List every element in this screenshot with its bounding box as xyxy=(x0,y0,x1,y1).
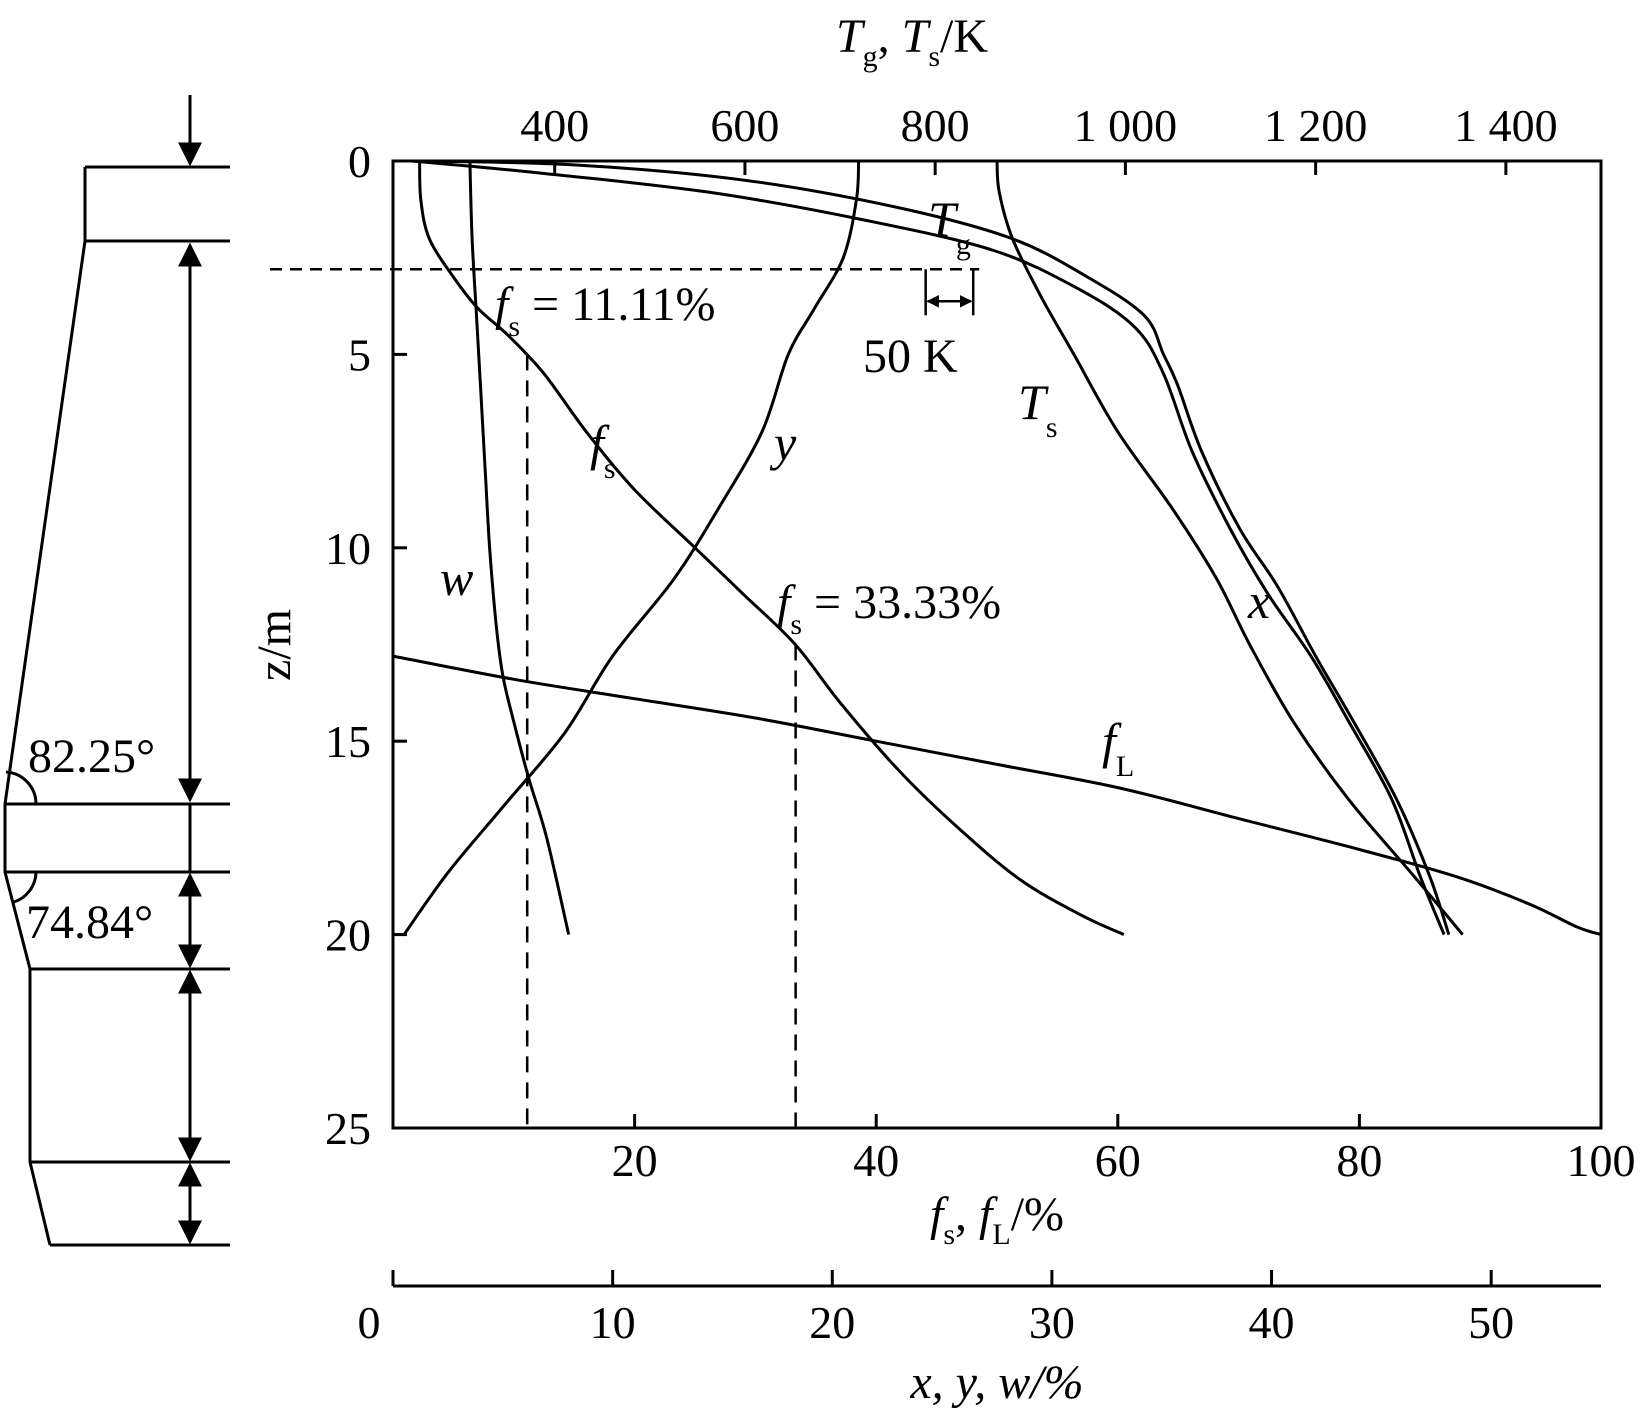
curves xyxy=(392,159,1602,937)
curve-label-w: w xyxy=(440,550,473,606)
fs-tick-label: 80 xyxy=(1336,1135,1382,1186)
curve-f-s xyxy=(418,160,1125,936)
angle-arc-lower xyxy=(13,871,38,904)
curve-label-tg: Tg xyxy=(928,191,971,261)
xyw-tick-label: 10 xyxy=(590,1297,636,1348)
z-axis: 0 5 10 15 20 25 xyxy=(325,136,407,1154)
temperature-tick-label: 800 xyxy=(901,100,970,151)
xyw-tick-label: 50 xyxy=(1468,1297,1514,1348)
xyw-tick-label: 0 xyxy=(358,1297,381,1348)
temperature-tick-label: 1 400 xyxy=(1454,100,1558,151)
xyw-tick-label: 20 xyxy=(809,1297,855,1348)
angle-label-upper: 82.25° xyxy=(28,730,155,783)
z-tick-label: 25 xyxy=(325,1103,371,1154)
xyw-axis: 0 10 20 30 40 50 xyxy=(358,1270,1601,1348)
curve-f-l xyxy=(392,654,1602,937)
curve-x xyxy=(995,160,1464,936)
z-tick-label: 10 xyxy=(325,523,371,574)
z-axis-title: z/m xyxy=(248,609,301,681)
curve-t-g xyxy=(411,159,1451,936)
fs-tick-label: 60 xyxy=(1095,1135,1141,1186)
curve-t-s xyxy=(411,159,1446,936)
z-tick-label: 5 xyxy=(348,329,371,380)
curve-label-ts: Ts xyxy=(1018,374,1058,444)
furnace-outline xyxy=(3,167,87,1246)
angle-label-lower: 74.84° xyxy=(26,896,153,949)
fs-tick-label: 20 xyxy=(612,1135,658,1186)
curve-label-y: y xyxy=(769,415,797,471)
annotation-fs-33: fs = 33.33% xyxy=(777,576,1001,641)
curve-label-fl: fL xyxy=(1102,713,1134,783)
z-tick-label: 0 xyxy=(348,136,371,187)
temperature-tick-label: 600 xyxy=(710,100,779,151)
z-tick-label: 15 xyxy=(325,716,371,767)
fs-fl-axis: 20 40 60 80 100 xyxy=(612,1114,1636,1186)
fs-fl-axis-title: fs, fL/% xyxy=(930,1188,1064,1251)
angle-arc-upper xyxy=(5,770,38,805)
annotation-fs-11: fs = 11.11% xyxy=(495,278,716,343)
fs-tick-label: 100 xyxy=(1567,1135,1636,1186)
temperature-tick-label: 400 xyxy=(520,100,589,151)
fs-tick-label: 40 xyxy=(853,1135,899,1186)
xyw-tick-label: 30 xyxy=(1029,1297,1075,1348)
z-tick-label: 20 xyxy=(325,910,371,961)
annotation-delta-t: 50 K xyxy=(863,330,958,383)
temperature-axis-title: Tg, Ts/K xyxy=(836,10,988,73)
xyw-tick-label: 40 xyxy=(1249,1297,1295,1348)
curve-y xyxy=(402,160,861,936)
curve-label-fs: fs xyxy=(590,415,616,485)
temperature-tick-label: 1 000 xyxy=(1074,100,1178,151)
temperature-axis: 400 600 800 1 000 1 200 1 400 xyxy=(520,100,1558,175)
xyw-axis-title: x, y, w/% xyxy=(909,1356,1083,1409)
temperature-tick-label: 1 200 xyxy=(1264,100,1368,151)
annotation-lines xyxy=(270,268,980,1128)
curve-label-x: x xyxy=(1247,573,1270,629)
furnace-profile xyxy=(3,95,230,1247)
